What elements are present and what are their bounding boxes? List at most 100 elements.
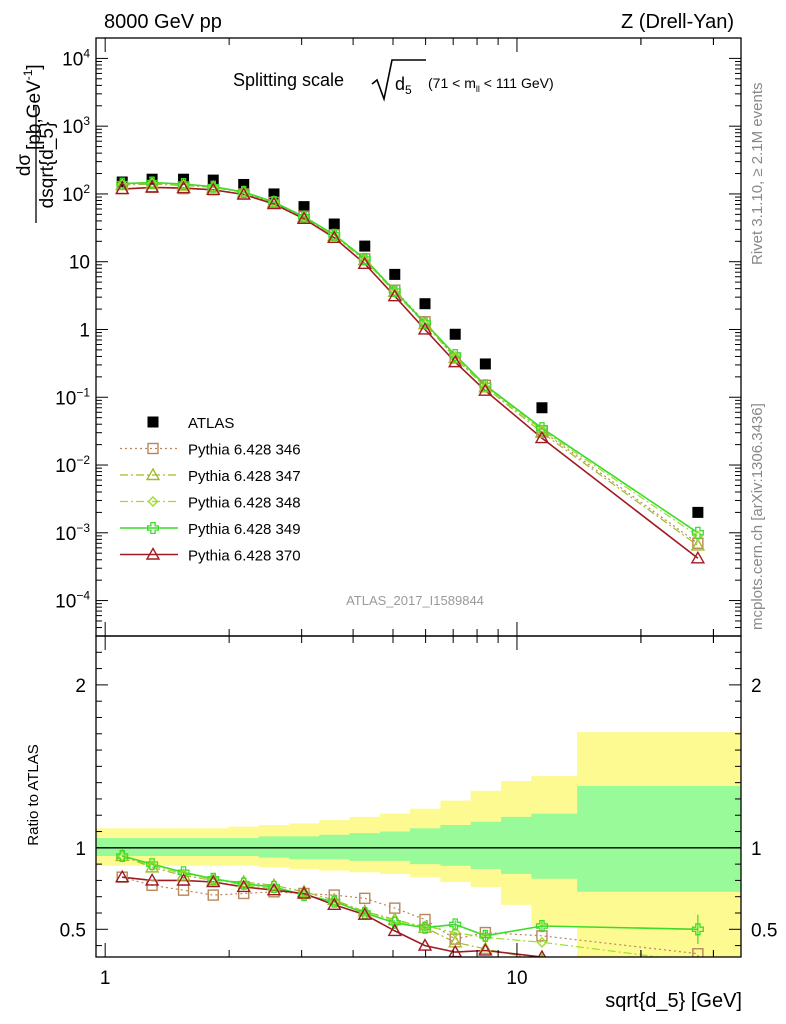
uncertainty-band-green — [531, 813, 578, 879]
legend-label: Pythia 6.428 347 — [188, 468, 301, 485]
data-point-s5-4 — [236, 187, 251, 200]
ratio-point-s1-6 — [296, 884, 312, 898]
title-main: Splitting scale — [233, 70, 344, 90]
tick-base: 10 — [55, 592, 76, 613]
ratio-point-s2-14 — [697, 956, 699, 957]
ratio-point-s4-12 — [478, 943, 493, 956]
data-point-s2-14 — [690, 538, 706, 551]
tick-base: 10 — [55, 388, 76, 409]
data-point-s4-2 — [177, 177, 190, 191]
ratio-y-tick-label-left: 1 — [75, 839, 86, 860]
ratio-point-s3-11 — [449, 918, 462, 931]
series-line-4 — [122, 181, 699, 534]
data-point-s5-1 — [144, 179, 160, 193]
data-point-s0-10 — [419, 298, 431, 310]
ratio-point-s4-13 — [537, 949, 547, 957]
y-axis-label-unit: [pb,GeV-1] — [21, 64, 45, 150]
legend: ATLAS Pythia 6.428 346 Pythia 6.428 347 Pyt… — [120, 415, 301, 565]
tick-base: 10 — [55, 456, 76, 477]
ratio-x-ticks: 1 10 — [100, 636, 714, 989]
y-tick-label: 10−3 — [55, 521, 90, 545]
y-axis-label-main: dσ dsqrt{d_5} — [14, 107, 58, 223]
ratio-y-axis-label: Ratio to ATLAS — [25, 744, 42, 845]
data-point-s0-5 — [268, 188, 280, 200]
ratio-y-tick-label-right: 2 — [751, 676, 762, 697]
tick-base: 10 — [62, 185, 83, 206]
ratio-point-s4-8 — [357, 907, 372, 920]
y-tick-label: 10−1 — [55, 385, 90, 409]
data-point-s4-4 — [237, 185, 250, 198]
ratio-y-tick-label-right: 0.5 — [751, 920, 777, 941]
data-point-s5-11 — [447, 354, 463, 368]
ratio-point-s0-14 — [692, 948, 704, 957]
uncertainty-band-green — [137, 838, 169, 856]
ratio-plot-data — [96, 732, 741, 982]
header-left: 8000 GeV pp — [104, 11, 222, 33]
uncertainty-band-green — [470, 821, 502, 870]
ratio-plot-panel: 0.5 0.5 1 1 2 2 1 10 — [60, 635, 777, 989]
ratio-point-s4-14 — [692, 971, 704, 982]
tick-base: 10 — [62, 49, 83, 70]
data-point-s3-13 — [536, 424, 548, 436]
uncertainty-band-green — [380, 831, 411, 861]
data-point-s5-9 — [387, 288, 402, 302]
x-axis-label: sqrt{d_5} [GeV] — [605, 990, 742, 1012]
title-sub5: 5 — [405, 83, 412, 97]
uncertainty-band-green — [167, 838, 199, 856]
y-tick-label: 104 — [62, 46, 90, 70]
tick-exp: −2 — [76, 453, 90, 467]
legend-label: Pythia 6.428 346 — [188, 442, 301, 459]
ratio-point-s3-5 — [267, 880, 281, 893]
ratio-point-s3-0 — [116, 849, 129, 863]
title-sub-ll: ll — [476, 84, 480, 94]
ratio-point-s4-5 — [266, 882, 282, 896]
title-range: (71 < m — [428, 75, 476, 91]
data-point-s4-1 — [146, 176, 159, 189]
legend-entry-1: Pythia 6.428 346 — [120, 442, 301, 459]
uncertainty-band-green — [577, 785, 741, 892]
ratio-point-s4-1 — [144, 873, 160, 886]
y-label-numerator: dσ — [14, 154, 35, 177]
ratio-point-s3-7 — [328, 895, 341, 908]
header-right: Z (Drell-Yan) — [621, 11, 734, 33]
data-point-s4-9 — [388, 284, 401, 298]
ratio-point-s4-10 — [417, 938, 433, 951]
y-tick-label: 1 — [79, 320, 90, 341]
uncertainty-band-green — [258, 836, 290, 858]
ratio-y-tick-label-right: 1 — [751, 839, 762, 860]
tick-exp: −1 — [76, 385, 90, 399]
legend-entry-5: Pythia 6.428 370 — [120, 547, 301, 565]
uncertainty-band-green — [197, 838, 229, 856]
uncertainty-band-green — [228, 838, 260, 856]
ratio-plot-frame — [95, 635, 742, 958]
ratio-point-s4-2 — [176, 873, 191, 886]
ratio-point-s4-7 — [327, 897, 342, 911]
y-tick-label: 10 — [69, 253, 90, 274]
tick-exp: 2 — [83, 182, 90, 196]
x-tick-label: 1 — [100, 968, 111, 989]
ratio-point-s1-12 — [478, 941, 493, 955]
data-point-s5-6 — [296, 211, 312, 224]
y-label-denominator: dsqrt{d_5} — [37, 122, 58, 209]
uncertainty-band-green — [96, 838, 139, 856]
tick-exp: 3 — [83, 114, 90, 128]
data-point-s4-6 — [297, 210, 311, 223]
tick-exp: −4 — [76, 589, 90, 603]
ratio-point-s4-4 — [236, 879, 251, 893]
ratio-point-s2-1 — [146, 860, 158, 872]
ratio-point-s0-3 — [207, 889, 219, 901]
data-point-s0-11 — [449, 328, 461, 340]
uncertainty-band-green — [319, 834, 350, 860]
ratio-y-tick-label-left: 0.5 — [60, 920, 86, 941]
rivet-label: Rivet 3.1.10, ≥ 2.1M events — [749, 83, 766, 266]
sqrt-sign — [371, 59, 426, 102]
ratio-point-s2-12 — [479, 931, 491, 943]
legend-marker — [145, 467, 161, 481]
ratio-point-s2-4 — [238, 879, 250, 891]
ratio-point-s3-1 — [146, 858, 159, 871]
data-point-s3-3 — [207, 181, 219, 193]
main-plot-frame — [95, 37, 742, 637]
legend-entry-4: Pythia 6.428 349 — [120, 521, 301, 538]
data-point-s4-7 — [328, 228, 341, 241]
